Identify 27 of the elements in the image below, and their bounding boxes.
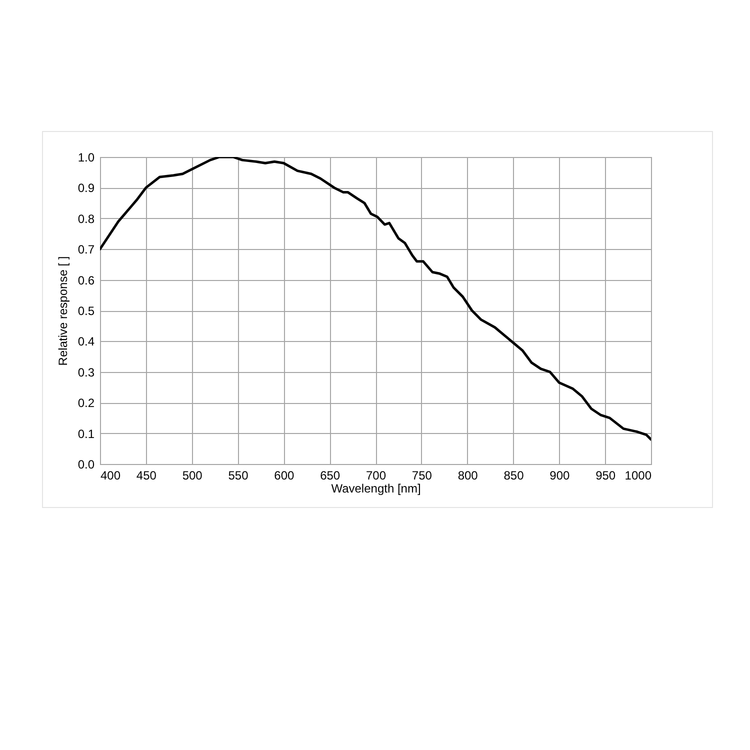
line-series [100,157,651,441]
x-tick-label: 850 [504,468,524,482]
x-axis-title: Wavelength [nm] [331,482,421,496]
y-tick-label: 0.0 [78,458,95,472]
x-tick-label: 450 [136,468,157,482]
y-tick-label: 0.5 [78,304,95,318]
x-tick-label: 550 [228,468,249,482]
x-tick-label: 650 [320,468,340,482]
y-tick-label: 0.4 [78,334,95,349]
x-tick-label: 400 [100,468,121,482]
y-tick-label: 0.1 [78,426,95,441]
x-tick-label: 600 [274,468,294,482]
x-tick-label: 1000 [624,468,652,482]
y-tick-label: 0.6 [78,273,95,288]
y-tick-label: 1.0 [78,150,95,164]
y-tick-label: 0.9 [78,181,95,196]
x-tick-label: 950 [596,468,616,482]
x-tick-label: 700 [366,468,386,482]
x-tick-label: 500 [182,468,203,482]
y-tick-label: 0.3 [78,365,95,380]
y-tick-label: 0.7 [78,242,95,257]
y-tick-label: 0.2 [78,396,95,410]
y-axis-title: Relative response [ ] [56,256,70,366]
x-tick-label: 900 [550,468,570,482]
x-tick-label: 800 [458,468,478,482]
x-tick-label: 750 [412,468,432,482]
y-tick-label: 0.8 [78,212,95,226]
